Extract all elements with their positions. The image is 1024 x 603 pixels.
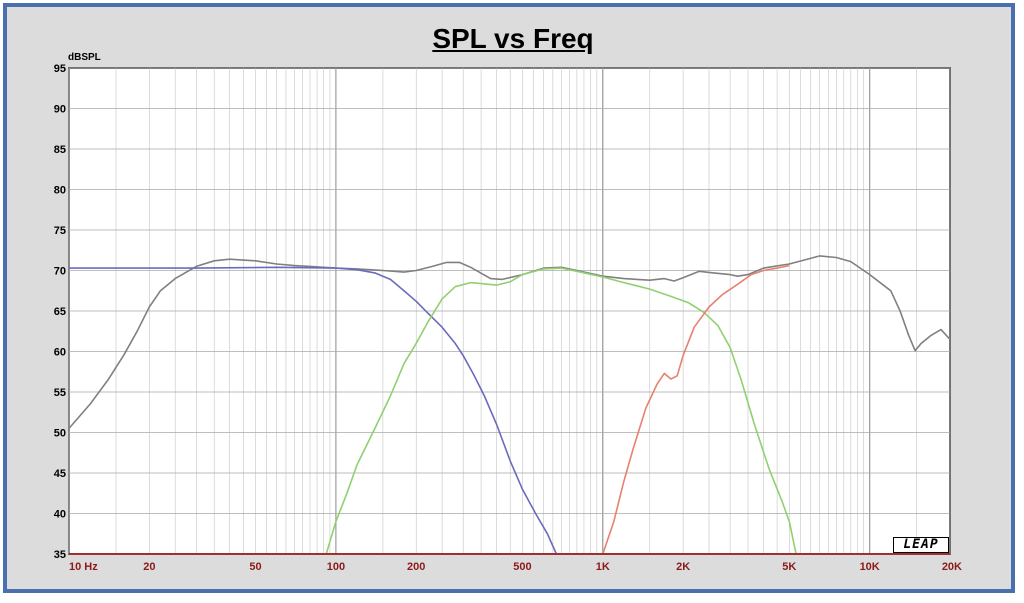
series-line-4 (602, 264, 790, 555)
x-tick-label: 20K (942, 561, 962, 573)
y-tick-label: 60 (54, 347, 66, 359)
chart-title: SPL vs Freq (432, 23, 594, 54)
y-tick-label: 95 (54, 63, 66, 75)
x-tick-label: 100 (327, 561, 345, 573)
y-tick-label: 55 (54, 387, 66, 399)
x-tick-label: 20 (143, 561, 155, 573)
x-tick-label: 10 Hz (69, 561, 98, 573)
leap-logo: LEAP (893, 537, 949, 553)
x-tick-label: 1K (596, 561, 610, 573)
x-tick-label: 500 (513, 561, 531, 573)
series-line-3 (325, 267, 797, 555)
x-tick-label: 10K (860, 561, 880, 573)
y-tick-label: 50 (54, 428, 66, 440)
series-group (68, 255, 951, 555)
x-tick-label: 50 (249, 561, 261, 573)
y-tick-label: 85 (54, 144, 66, 156)
x-tick-label: 5K (782, 561, 796, 573)
y-tick-labels: 95 90 85 80 75 70 65 60 55 50 45 40 35 (54, 63, 66, 561)
y-tick-label: 40 (54, 509, 66, 521)
x-tick-label: 200 (407, 561, 425, 573)
y-tick-label: 45 (54, 468, 66, 480)
y-tick-label: 70 (54, 266, 66, 278)
y-tick-label: 75 (54, 225, 66, 237)
y-tick-label: 65 (54, 306, 66, 318)
y-tick-label: 35 (54, 549, 66, 561)
y-tick-label: 90 (54, 104, 66, 116)
y-tick-label: 80 (54, 185, 66, 197)
x-tick-labels: 10 Hz 20 50 100 200 500 1K 2K 5K 10K 20K (69, 561, 962, 573)
series-line-2 (69, 266, 558, 555)
y-axis-label: dBSPL (68, 52, 101, 63)
x-tick-label: 2K (676, 561, 690, 573)
